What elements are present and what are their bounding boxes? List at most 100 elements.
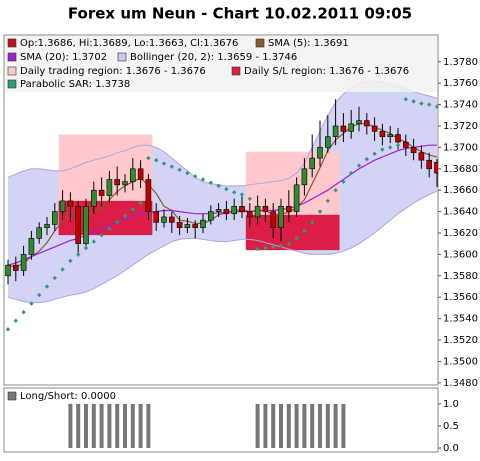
sar-dot: [52, 275, 57, 281]
legend-label: SMA (20): 1.3702: [20, 52, 107, 63]
candle-body: [371, 125, 378, 132]
bar: [138, 403, 143, 449]
legend-swatch: [7, 38, 17, 48]
sar-dot: [91, 239, 96, 244]
legend-swatch: [255, 38, 265, 48]
bar: [76, 403, 81, 449]
sar-dot: [60, 267, 65, 272]
y-tick-label: 1.3740: [443, 100, 478, 111]
sar-dot: [239, 192, 245, 197]
sar-dot: [185, 170, 190, 176]
bar: [310, 403, 315, 449]
legend-label: SMA (5): 1.3691: [268, 38, 349, 49]
sar-dot: [427, 102, 432, 107]
sar-dot: [349, 170, 354, 176]
sar-dot: [5, 327, 11, 332]
y-tick-label: 1.3560: [443, 292, 478, 303]
y-tick-label: 1.3480: [443, 378, 478, 389]
candle-body: [418, 152, 425, 161]
sar-dot: [200, 177, 206, 182]
legend-label: Op:1.3686, Hi:1.3689, Lo:1.3663, Cl:1.36…: [20, 38, 238, 49]
legend-swatch: [7, 66, 17, 76]
bar: [341, 403, 346, 449]
sar-dot: [76, 252, 81, 257]
sar-dot: [115, 220, 120, 225]
candle-body: [192, 224, 198, 228]
bar: [302, 403, 307, 449]
candle-body: [98, 189, 105, 196]
candle-body: [67, 200, 74, 207]
sar-dot: [169, 164, 174, 169]
legend-label: Long/Short: 0.0000: [20, 391, 116, 402]
sar-dot: [317, 209, 323, 214]
sar-dot: [286, 241, 291, 246]
y-tick-label: 1.3680: [443, 164, 478, 175]
sar-dot: [434, 104, 438, 109]
candle-body: [270, 211, 277, 228]
bar: [99, 403, 104, 449]
candle-body: [254, 205, 261, 218]
candle-body: [122, 181, 128, 186]
sar-dot: [68, 258, 73, 264]
sar-dot: [177, 167, 182, 173]
candle-body: [200, 219, 206, 228]
sar-dot: [224, 186, 229, 192]
sar-dot: [263, 245, 268, 251]
candle-body: [5, 264, 11, 277]
candle-body: [44, 224, 50, 228]
candle-body: [402, 141, 409, 148]
bar: [123, 403, 127, 449]
candle-body: [176, 222, 183, 228]
y-tick-label: 1.3600: [443, 249, 478, 260]
bar: [294, 403, 299, 449]
sar-dot: [247, 196, 252, 201]
region: [245, 214, 340, 251]
sar-dot: [216, 183, 221, 189]
sar-dot: [161, 161, 167, 166]
y-tick-label: 1.3760: [443, 78, 478, 89]
candle-body: [387, 134, 394, 137]
candle-body: [340, 125, 347, 132]
sar-dot: [255, 246, 260, 252]
legend-swatch: [7, 79, 17, 89]
legend-swatch: [7, 391, 17, 401]
sar-dot: [232, 190, 237, 195]
bar: [130, 403, 135, 449]
candle-body: [20, 254, 27, 271]
sar-dot: [395, 143, 401, 148]
bar: [91, 403, 96, 449]
candle-body: [28, 238, 35, 255]
candle-body: [36, 227, 43, 239]
sar-dot: [380, 147, 385, 152]
legend-label: Daily trading region: 1.3676 - 1.3676: [20, 66, 206, 77]
y-tick-label: 1.3700: [443, 142, 478, 153]
candle-body: [363, 120, 370, 127]
sar-dot: [310, 220, 315, 225]
candle-body: [83, 205, 89, 245]
sar-dot: [278, 243, 284, 249]
sar-dot: [208, 180, 213, 185]
candle-body: [285, 205, 292, 212]
sar-dot: [411, 99, 416, 104]
sar-dot: [271, 244, 276, 250]
candle-body: [317, 147, 323, 159]
sar-dot: [13, 318, 18, 323]
y-tick-label: 0.5: [443, 421, 459, 432]
sar-dot: [419, 101, 424, 106]
y-tick-label: 0.0: [443, 443, 459, 454]
bar: [84, 403, 88, 449]
candle-body: [293, 184, 300, 212]
plot-area: [5, 80, 438, 332]
band-edge: [7, 190, 438, 304]
sar-dot: [122, 213, 128, 219]
candle-body: [59, 200, 66, 212]
candle-body: [184, 224, 191, 228]
bar: [107, 403, 112, 449]
candle-body: [434, 162, 438, 174]
candle-body: [379, 131, 386, 137]
bar: [325, 403, 330, 449]
sar-dot: [364, 156, 369, 162]
legend-swatch: [117, 52, 127, 62]
sar-dot: [193, 174, 198, 179]
